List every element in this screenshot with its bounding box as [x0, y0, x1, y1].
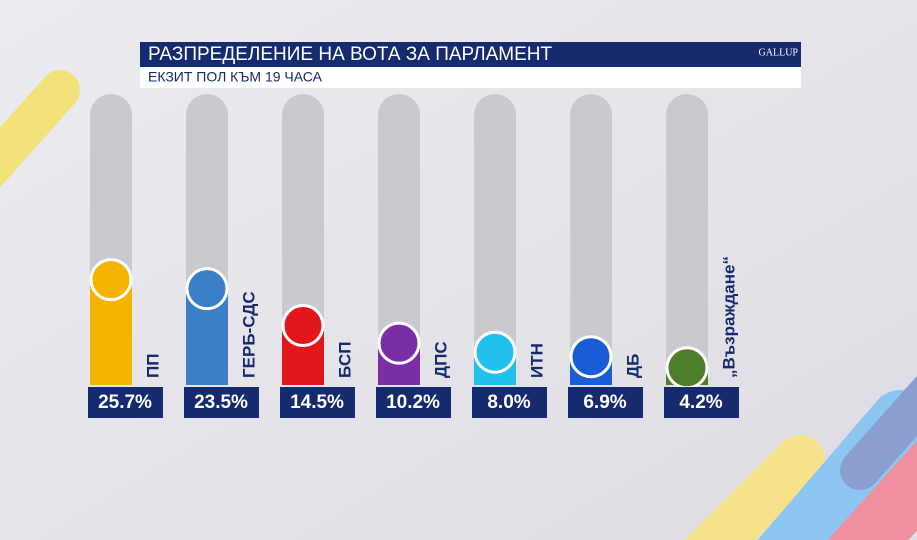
category-label: БСП [335, 342, 354, 379]
bar-cap [281, 304, 325, 348]
value-label: 10.2% [386, 392, 440, 413]
bar-cap [473, 330, 517, 374]
subtitle-bar [140, 67, 801, 88]
value-label: 6.9% [583, 392, 626, 413]
category-label: ДПС [431, 341, 450, 378]
bar-cap [89, 258, 133, 302]
bar-cap [185, 267, 229, 311]
chart-title: РАЗПРЕДЕЛЕНИЕ НА ВОТА ЗА ПАРЛАМЕНТ [148, 44, 552, 65]
bar-cap [377, 321, 421, 365]
value-label: 23.5% [194, 392, 248, 413]
bar-track [378, 94, 420, 385]
bar-cap [665, 346, 709, 390]
value-box [88, 387, 163, 418]
logo: GALLUP [759, 47, 799, 58]
value-label: 4.2% [679, 392, 722, 413]
bar-track [666, 94, 708, 385]
value-label: 14.5% [290, 392, 344, 413]
value-label: 8.0% [487, 392, 530, 413]
bar-track [570, 94, 612, 385]
title-bar [140, 42, 801, 67]
category-label: ГЕРБ-СДС [239, 291, 258, 378]
value-box [184, 387, 259, 418]
category-label: ИТН [527, 343, 546, 378]
value-box [472, 387, 547, 418]
category-label: „Възраждане“ [719, 256, 738, 378]
chart-subtitle: ЕКЗИТ ПОЛ КЪМ 19 ЧАСА [148, 69, 323, 85]
value-box [376, 387, 451, 418]
category-label: ПП [143, 354, 162, 378]
category-label: ДБ [623, 354, 642, 378]
value-box [280, 387, 355, 418]
value-box [568, 387, 643, 418]
bar-track [474, 94, 516, 385]
value-label: 25.7% [98, 392, 152, 413]
value-box [664, 387, 739, 418]
decor [0, 70, 917, 540]
bar-cap [569, 335, 613, 379]
